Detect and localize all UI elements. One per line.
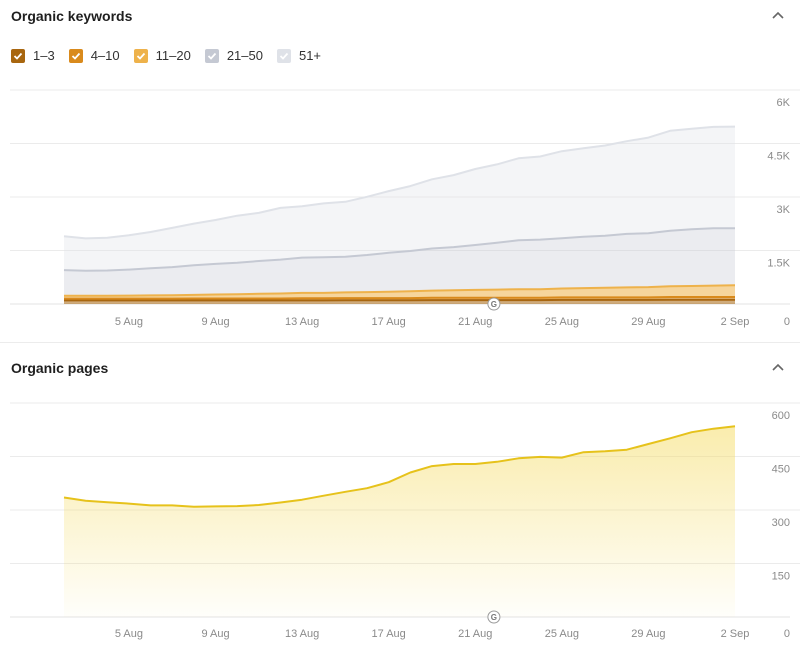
checkbox-icon[interactable] <box>276 48 291 63</box>
organic-pages-section: Organic pages <box>0 350 800 649</box>
legend-item[interactable]: 1–3 <box>11 48 55 63</box>
legend-label: 1–3 <box>33 48 55 63</box>
legend-item[interactable]: 51+ <box>276 48 322 63</box>
y-tick-label: 6K <box>777 97 791 109</box>
legend-label: 51+ <box>298 48 322 63</box>
checkbox-icon[interactable] <box>204 48 219 63</box>
organic-pages-chart: 600 450 300 150 0 5 Aug 9 Aug 13 Aug 17 Aug 21 Au… <box>10 402 800 640</box>
y-tick-label: 150 <box>772 571 790 583</box>
series-line <box>64 296 735 300</box>
legend-item[interactable]: 4–10 <box>68 48 120 63</box>
x-tick-label: 9 Aug <box>201 628 229 640</box>
organic-keywords-chart: 6K 4.5K 3K 1.5K 0 5 Aug 9 Aug 13 Aug 17 Aug 21 Au… <box>10 89 800 328</box>
x-tick-label: 9 Aug <box>201 316 229 328</box>
series-area <box>64 228 735 296</box>
section-title: Organic pages <box>11 360 109 376</box>
series-line <box>63 125 736 240</box>
y-tick-label: 3K <box>777 204 791 216</box>
legend-item[interactable]: 21–50 <box>204 48 263 63</box>
chart-legend: 1–3 4–10 11–20 21–50 51+ <box>11 48 335 63</box>
legend-label: 21–50 <box>226 48 263 63</box>
x-tick-label: 17 Aug <box>372 628 406 640</box>
section-title: Organic keywords <box>11 8 133 24</box>
y-tick-label: 1.5K <box>767 258 790 270</box>
x-tick-label: 29 Aug <box>631 316 665 328</box>
event-marker-label: G <box>491 300 497 309</box>
organic-keywords-section: Organic keywords 1–3 4–10 11–20 21–50 51+ <box>11 8 786 63</box>
y-tick-label: 450 <box>772 464 790 476</box>
legend-item[interactable]: 11–20 <box>133 48 191 63</box>
x-tick-label: 25 Aug <box>545 628 579 640</box>
x-tick-label: 25 Aug <box>545 316 579 328</box>
google-update-icon[interactable]: G <box>487 610 501 624</box>
y-tick-label: 300 <box>772 517 790 529</box>
chevron-up-icon[interactable] <box>770 8 786 24</box>
series-line <box>64 284 736 297</box>
x-tick-label: 13 Aug <box>285 628 319 640</box>
y-tick-label: 0 <box>784 628 790 640</box>
legend-label: 11–20 <box>155 48 191 63</box>
x-tick-label: 17 Aug <box>372 316 406 328</box>
x-tick-label: 5 Aug <box>115 316 143 328</box>
series-line <box>63 227 735 272</box>
section-divider <box>0 342 800 343</box>
checkbox-icon[interactable] <box>11 48 25 63</box>
x-tick-label: 2 Sep <box>721 628 750 640</box>
y-tick-label: 600 <box>772 410 790 422</box>
series-line <box>64 298 735 302</box>
series-area <box>64 426 735 617</box>
google-update-icon[interactable]: G <box>487 297 501 311</box>
checkbox-icon[interactable] <box>133 48 148 63</box>
series-area <box>64 126 735 271</box>
x-tick-label: 2 Sep <box>721 316 750 328</box>
x-tick-label: 13 Aug <box>285 316 319 328</box>
checkbox-icon[interactable] <box>68 48 83 63</box>
x-tick-label: 21 Aug <box>458 628 492 640</box>
event-marker-label: G <box>491 613 497 622</box>
y-tick-label: 0 <box>784 316 790 328</box>
x-tick-label: 29 Aug <box>631 628 665 640</box>
chevron-up-icon[interactable] <box>770 360 786 376</box>
y-tick-label: 4.5K <box>767 151 790 163</box>
series-line <box>63 425 736 508</box>
x-tick-label: 5 Aug <box>115 628 143 640</box>
legend-label: 4–10 <box>90 48 120 63</box>
x-tick-label: 21 Aug <box>458 316 492 328</box>
